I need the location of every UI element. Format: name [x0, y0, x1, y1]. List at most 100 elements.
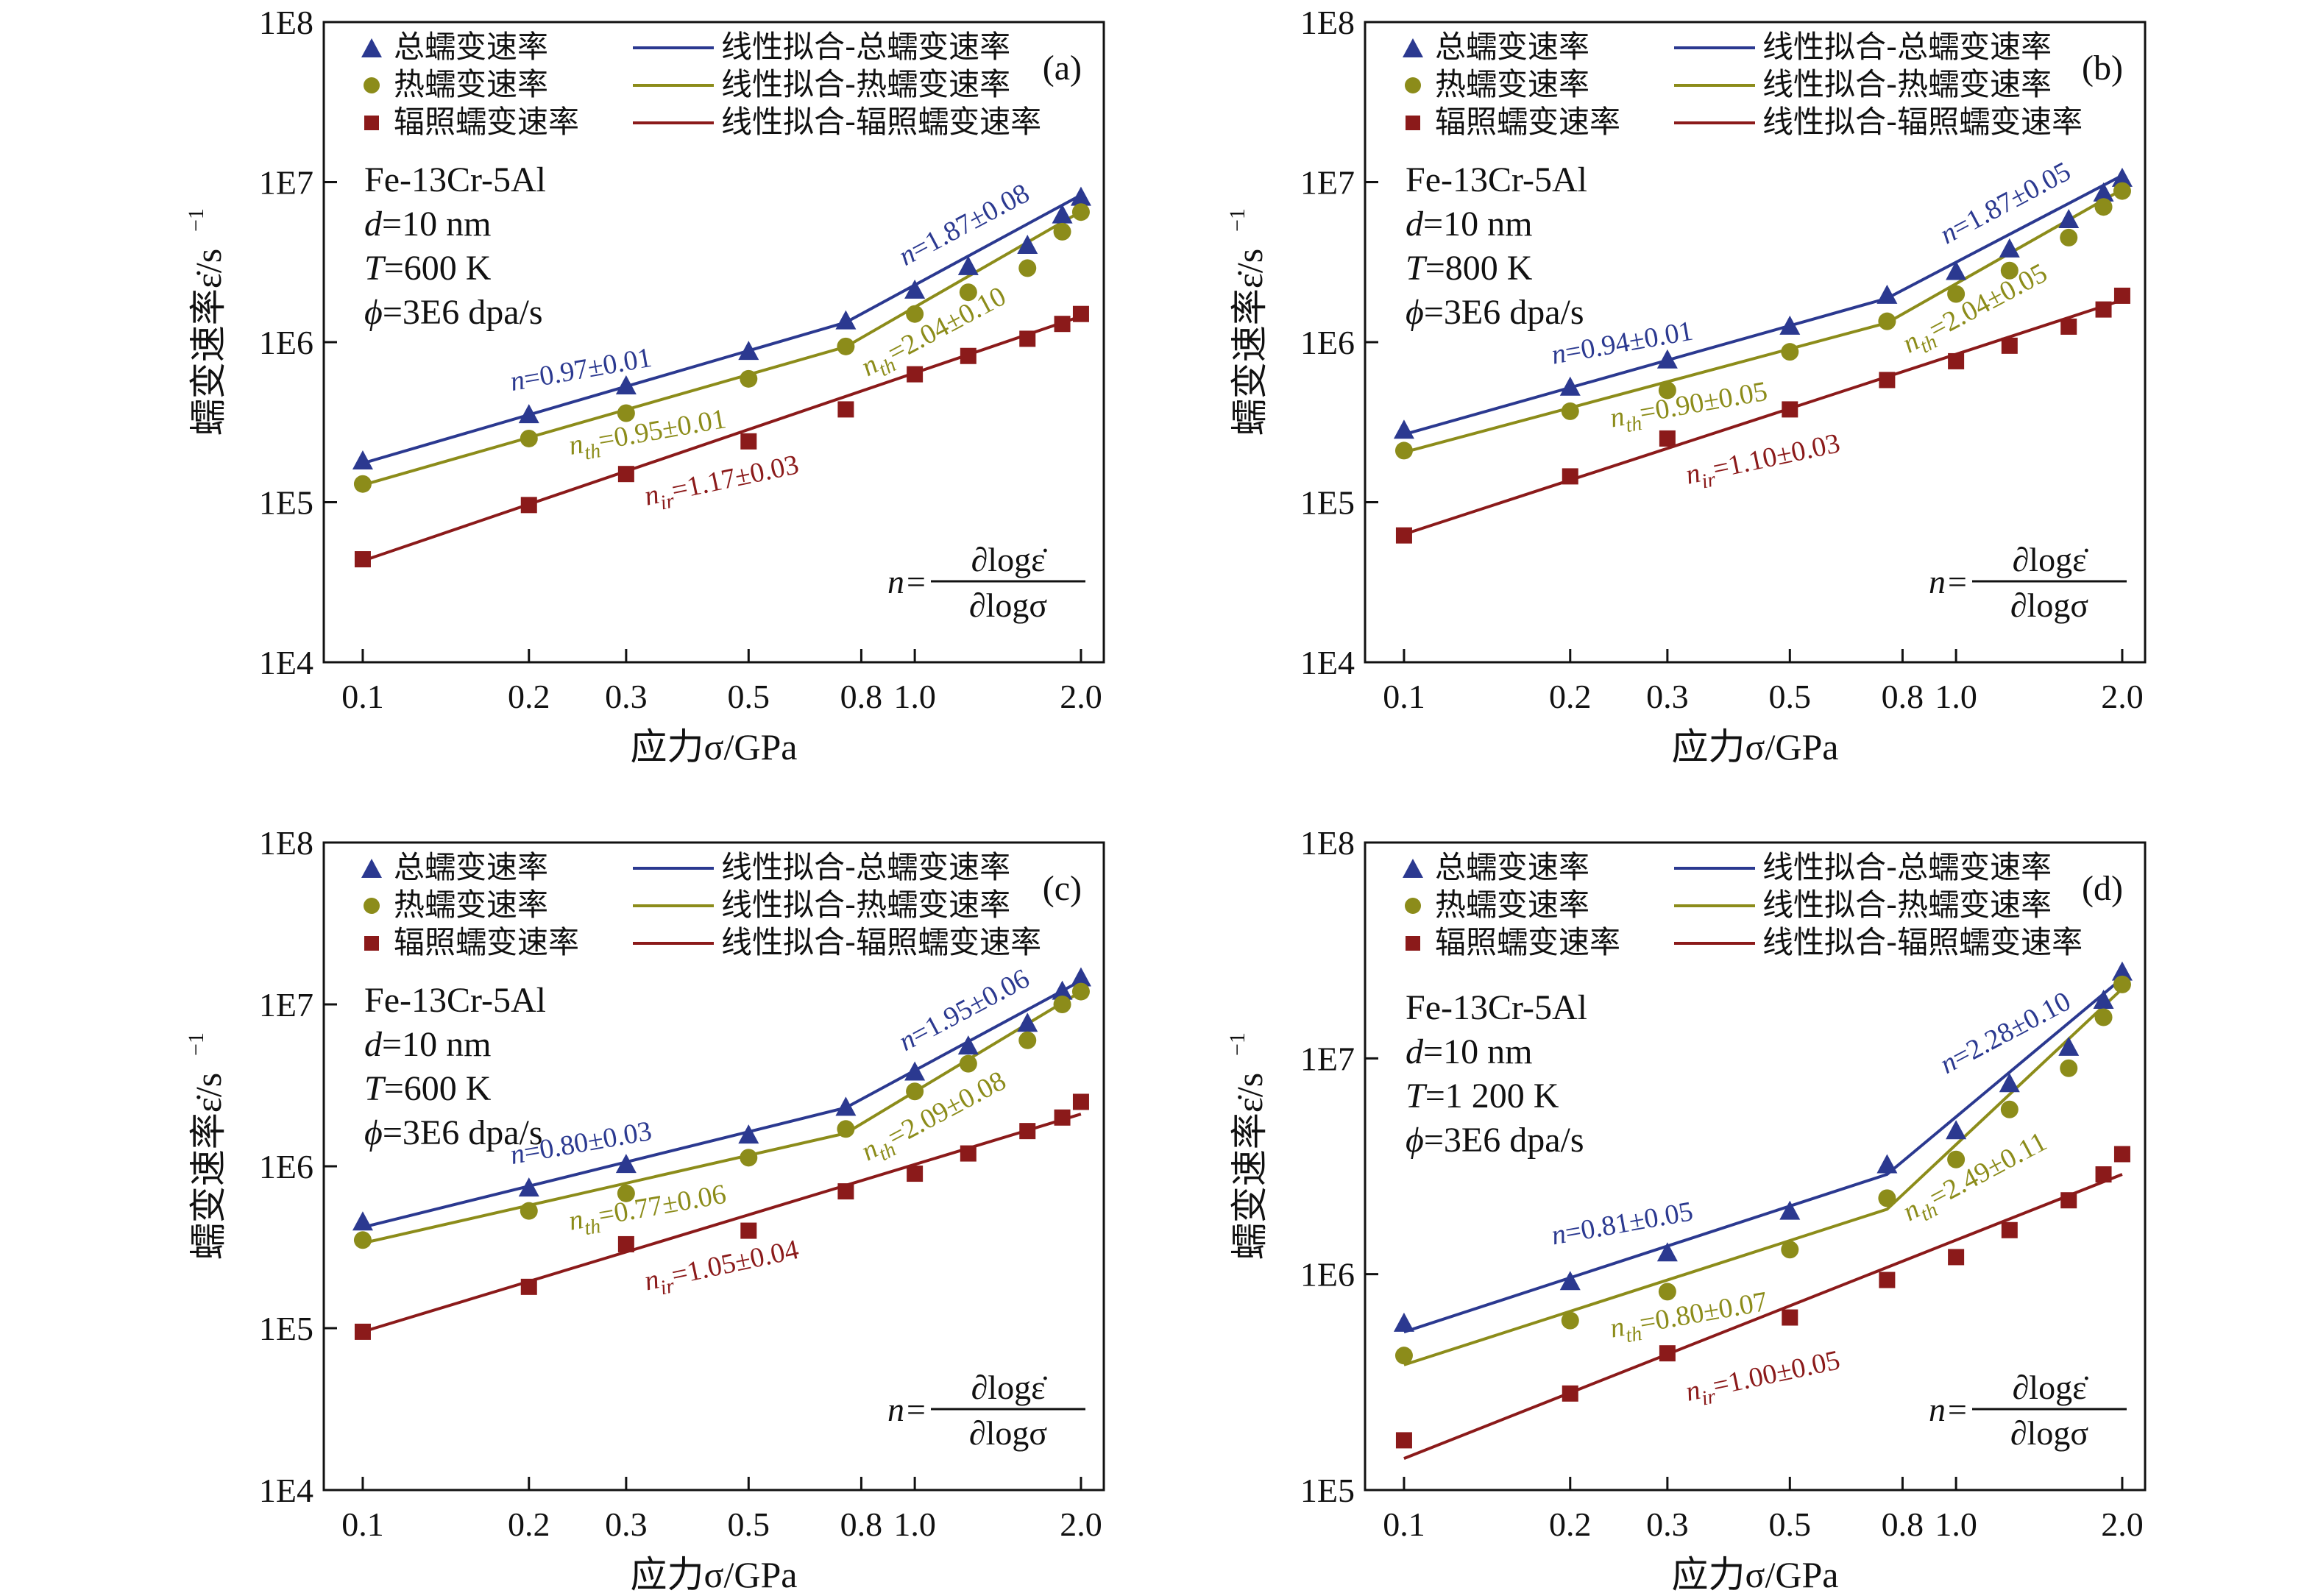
- marker-irradiation: [1072, 1093, 1089, 1110]
- marker-thermal: [740, 1149, 758, 1167]
- formula-numerator: ∂logε̇: [2013, 1369, 2089, 1406]
- legend-label-fit-thermal: 线性拟合-热蠕变速率: [721, 887, 1010, 923]
- info-line: T=600 K: [364, 1069, 492, 1108]
- marker-thermal: [1053, 222, 1071, 241]
- marker-irradiation: [354, 1323, 371, 1340]
- x-tick-label: 0.8: [1882, 678, 1924, 715]
- y-tick-label: 1E8: [259, 4, 313, 41]
- marker-irradiation: [1948, 352, 1965, 369]
- y-tick-label: 1E6: [1300, 324, 1355, 361]
- x-tick-label: 0.2: [1549, 1505, 1592, 1543]
- x-tick-label: 0.3: [1646, 1505, 1689, 1543]
- info-line: Fe-13Cr-5Al: [364, 981, 546, 1020]
- x-tick-label: 1.0: [1935, 678, 1977, 715]
- x-axis-label: 应力σ/GPa: [631, 726, 798, 767]
- marker-irradiation: [617, 466, 634, 483]
- legend-label-fit-total: 线性拟合-总蠕变速率: [1762, 849, 2052, 885]
- marker-total: [1876, 284, 1898, 304]
- x-tick-label: 0.5: [1769, 1505, 1812, 1543]
- marker-thermal: [906, 1082, 924, 1101]
- marker-total: [2058, 208, 2080, 228]
- y-tick-label: 1E6: [259, 324, 313, 361]
- panel-label: (a): [1043, 49, 1082, 88]
- marker-thermal: [1947, 1150, 1966, 1168]
- marker-thermal: [1018, 259, 1037, 277]
- y-tick-label: 1E7: [1300, 164, 1355, 202]
- marker-total: [1656, 349, 1678, 369]
- info-line: T=1 200 K: [1406, 1077, 1559, 1116]
- plot-frame: [1364, 841, 2147, 1492]
- marker-total: [1946, 1120, 1967, 1140]
- marker-irradiation: [1395, 1432, 1412, 1449]
- chart-panel-2: 1E4 1E5 1E6 1E7 1E8 0.1 0.2 0.3 0.5 0.8 1.0 2.0 应力σ/…: [1225, 4, 2147, 767]
- x-tick-label: 0.8: [840, 678, 883, 715]
- legend-marker-thermal: [1405, 77, 1421, 93]
- marker-irradiation: [740, 1222, 757, 1239]
- legend-label-thermal: 热蠕变速率: [1435, 887, 1589, 923]
- marker-irradiation: [2060, 318, 2077, 335]
- marker-thermal: [1018, 1031, 1037, 1049]
- marker-thermal: [1658, 1283, 1676, 1301]
- marker-total: [2093, 989, 2114, 1009]
- y-tick-label: 1E7: [259, 164, 313, 202]
- marker-total: [2111, 961, 2133, 981]
- marker-thermal: [1071, 203, 1090, 221]
- x-tick-label: 0.1: [341, 678, 384, 715]
- y-axis-label-group: 蠕变速率ε̇/s −1: [1225, 208, 1270, 436]
- formula: n= ∂logε̇ ∂logσ: [887, 1369, 1085, 1452]
- fit-annotation-text: nth=0.95±0.01: [567, 403, 729, 467]
- marker-total: [957, 1035, 979, 1055]
- marker-thermal: [1561, 402, 1579, 420]
- marker-irradiation: [2113, 1146, 2130, 1163]
- marker-total: [615, 375, 637, 394]
- marker-irradiation: [2001, 1221, 2018, 1238]
- panel-label: (b): [2082, 49, 2123, 88]
- y-axis-label-group: 蠕变速率ε̇/s −1: [184, 208, 229, 436]
- y-axis-label-unit-exponent: −1: [184, 208, 208, 232]
- marker-irradiation: [907, 1166, 924, 1182]
- formula-denominator: ∂logσ: [2010, 1414, 2089, 1452]
- marker-thermal: [1561, 1311, 1579, 1330]
- marker-thermal: [520, 1202, 538, 1220]
- x-tick-label: 0.5: [728, 1505, 770, 1543]
- marker-thermal: [906, 305, 924, 323]
- formula-numerator: ∂logε̇: [971, 541, 1048, 578]
- legend-marker-irradiation: [364, 936, 379, 951]
- chart-panel-4: 1E5 1E6 1E7 1E8 0.1 0.2 0.3 0.5 0.8 1.0 2.0 应力σ/GPa…: [1225, 824, 2147, 1595]
- marker-total: [518, 404, 539, 424]
- y-tick-label: 1E7: [1300, 1040, 1355, 1077]
- x-tick-label: 0.5: [1769, 678, 1812, 715]
- marker-irradiation: [740, 433, 757, 450]
- legend-label-thermal: 热蠕变速率: [1435, 66, 1589, 102]
- marker-thermal: [1071, 982, 1090, 1001]
- marker-thermal: [959, 1054, 977, 1073]
- marker-thermal: [740, 369, 758, 388]
- x-tick-label: 0.2: [1549, 678, 1592, 715]
- x-tick-label: 1.0: [893, 1505, 936, 1543]
- formula-numerator: ∂logε̇: [2013, 541, 2089, 578]
- formula-lhs: n=: [887, 1391, 927, 1428]
- info-line: d=10 nm: [1406, 205, 1532, 244]
- marker-thermal: [353, 475, 372, 493]
- marker-total: [1052, 204, 1073, 224]
- fit-annotation-text: nir=1.10±0.03: [1683, 428, 1844, 496]
- legend-marker-irradiation: [364, 116, 379, 130]
- formula-denominator: ∂logσ: [2010, 586, 2089, 624]
- fit-annotation-text: nir=1.17±0.03: [642, 449, 803, 517]
- marker-irradiation: [1879, 372, 1896, 389]
- marker-irradiation: [837, 1183, 854, 1200]
- legend-label-total: 总蠕变速率: [1435, 849, 1589, 885]
- chart-panel-3: 1E4 1E5 1E6 1E7 1E8 0.1 0.2 0.3 0.5 0.8 1.0 2.0 应力σ/…: [184, 824, 1105, 1595]
- y-tick-label: 1E5: [1300, 484, 1355, 522]
- x-tick-label: 0.5: [728, 678, 770, 715]
- y-tick-label: 1E7: [259, 986, 313, 1024]
- formula-lhs: n=: [1929, 563, 1968, 600]
- marker-irradiation: [1019, 1123, 1036, 1140]
- marker-thermal: [353, 1231, 372, 1249]
- marker-thermal: [837, 1120, 855, 1138]
- legend-label-fit-thermal: 线性拟合-热蠕变速率: [1762, 66, 2052, 102]
- fit-annotation-irradiation: nir=1.05±0.04: [642, 1234, 801, 1299]
- x-tick-label: 0.3: [1646, 678, 1689, 715]
